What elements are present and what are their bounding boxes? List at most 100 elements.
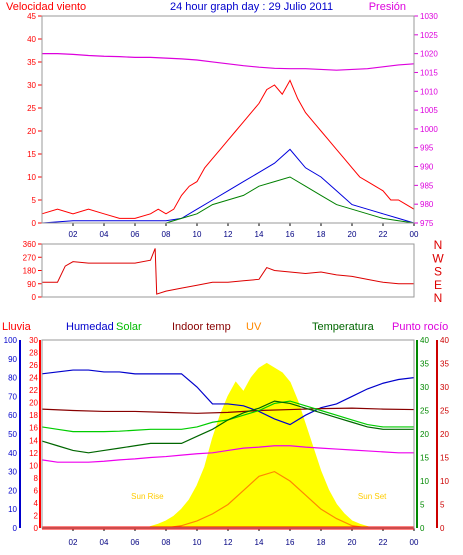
- temperature-tick-label: 5: [440, 501, 445, 510]
- humidity-tick-label: 0: [13, 524, 18, 533]
- temperature-tick-label: 25: [440, 407, 449, 416]
- wind-ytick-left-label: 45: [27, 12, 36, 21]
- label-indoor-temp: Indoor temp: [172, 321, 231, 333]
- rain-tick-label: 0: [34, 524, 39, 533]
- wind-ytick-right-label: 1020: [420, 50, 438, 59]
- climate-xtick-label: 00: [410, 538, 419, 547]
- temperature-tick-label: 10: [440, 477, 449, 486]
- wind-ytick-right-label: 990: [420, 163, 434, 172]
- climate-series-solar-radiation: [42, 362, 414, 529]
- wind-ytick-left-label: 20: [27, 127, 36, 136]
- climate-series-indoor-temp: [41, 407, 415, 414]
- solar-tick-label: 30: [420, 383, 429, 392]
- humidity-tick-label: 50: [8, 430, 17, 439]
- wind-xtick-label: 12: [224, 230, 233, 239]
- rain-tick-label: 26: [29, 361, 38, 370]
- wind-yaxis-right: 975 980 985 990 995 1000 1005 1010 1015 1020 1025 1…: [414, 12, 438, 228]
- direction-series-group: [42, 248, 414, 295]
- climate-series-humidity: [41, 369, 415, 426]
- solar-tick-label: 35: [420, 360, 429, 369]
- wind-ytick-right-label: 985: [420, 181, 434, 190]
- climate-series-temperature: [41, 400, 414, 454]
- wind-ytick-right-label: 1005: [420, 106, 438, 115]
- label-rain: Lluvia: [2, 321, 32, 333]
- wind-ytick-right-label: 1000: [420, 125, 438, 134]
- wind-ytick-left-label: 5: [32, 196, 37, 205]
- humidity-tick-label: 60: [8, 411, 17, 420]
- rain-tick-label: 30: [29, 336, 38, 345]
- wind-xtick-label: 14: [255, 230, 264, 239]
- wind-ytick-right-label: 975: [420, 219, 434, 228]
- label-temperature: Temperatura: [312, 321, 375, 333]
- climate-xtick-label: 12: [224, 538, 233, 547]
- wind-ytick-right-label: 995: [420, 144, 434, 153]
- humidity-tick-label: 30: [8, 468, 17, 477]
- humidity-tick-label: 100: [4, 336, 18, 345]
- rain-tick-label: 16: [29, 424, 38, 433]
- solar-tick-label: 5: [420, 501, 425, 510]
- climate-series-uv: [42, 470, 414, 529]
- climate-axes: 0102030405060708090100024681012141618202…: [4, 336, 450, 533]
- wind-ytick-right-label: 1030: [420, 12, 438, 21]
- climate-xtick-label: 08: [162, 538, 171, 547]
- wind-xtick-label: 18: [317, 230, 326, 239]
- humidity-tick-label: 90: [8, 355, 17, 364]
- compass-letter: W: [432, 251, 444, 265]
- rain-tick-label: 22: [29, 386, 38, 395]
- direction-series-wind-direction: [42, 248, 414, 295]
- climate-plot-frame: [41, 339, 415, 529]
- climate-xtick-label: 04: [100, 538, 109, 547]
- temperature-tick-label: 35: [440, 360, 449, 369]
- wind-ytick-left-label: 35: [27, 58, 36, 67]
- wind-xtick-label: 20: [348, 230, 357, 239]
- humidity-tick-label: 10: [8, 505, 17, 514]
- label-uv: UV: [246, 321, 262, 333]
- direction-ytick-label: 90: [27, 280, 36, 289]
- wind-xtick-label: 22: [379, 230, 388, 239]
- compass-letter: S: [434, 265, 442, 279]
- humidity-tick-label: 80: [8, 374, 17, 383]
- wind-ylabel-right: Presión: [369, 1, 406, 13]
- direction-yaxis: 0 90 180 270 360: [23, 240, 42, 302]
- solar-tick-label: 20: [420, 430, 429, 439]
- direction-plot-frame: [41, 243, 415, 298]
- rain-tick-label: 18: [29, 411, 38, 420]
- wind-ytick-left-label: 30: [27, 81, 36, 90]
- climate-xtick-label: 20: [348, 538, 357, 547]
- wind-plot-frame: [41, 15, 415, 224]
- humidity-tick-label: 70: [8, 392, 17, 401]
- climate-xtick-label: 06: [131, 538, 140, 547]
- climate-panel: Lluvia Humedad Solar Indoor temp UV Temp…: [2, 321, 449, 547]
- sunset-annotation: Sun Set: [358, 492, 387, 501]
- wind-series-gust: [41, 79, 415, 219]
- wind-xtick-label: 02: [69, 230, 78, 239]
- wind-xtick-label: 16: [286, 230, 295, 239]
- compass-letter: N: [434, 238, 443, 252]
- direction-ytick-label: 360: [23, 240, 37, 249]
- wind-ytick-left-label: 25: [27, 104, 36, 113]
- wind-ytick-left-label: 15: [27, 150, 36, 159]
- temperature-tick-label: 15: [440, 454, 449, 463]
- rain-tick-label: 6: [34, 486, 39, 495]
- rain-tick-label: 28: [29, 349, 38, 358]
- solar-tick-label: 25: [420, 407, 429, 416]
- wind-series-pressure: [42, 53, 415, 71]
- humidity-tick-label: 20: [8, 486, 17, 495]
- compass-letter: E: [434, 278, 442, 292]
- chart-title: 24 hour graph day : 29 Julio 2011: [170, 1, 333, 13]
- wind-xtick-label: 10: [193, 230, 202, 239]
- solar-tick-label: 0: [420, 524, 425, 533]
- direction-ytick-label: 180: [23, 267, 37, 276]
- climate-xtick-label: 16: [286, 538, 295, 547]
- wind-panel: Velocidad viento 24 hour graph day : 29 …: [6, 1, 438, 239]
- climate-xtick-label: 22: [379, 538, 388, 547]
- compass-letter: N: [434, 291, 443, 305]
- climate-xtick-label: 02: [69, 538, 78, 547]
- label-dew-point: Punto rocío: [392, 321, 448, 333]
- wind-ytick-right-label: 980: [420, 200, 434, 209]
- label-humidity: Humedad: [66, 321, 114, 333]
- wind-series-average: [41, 148, 415, 224]
